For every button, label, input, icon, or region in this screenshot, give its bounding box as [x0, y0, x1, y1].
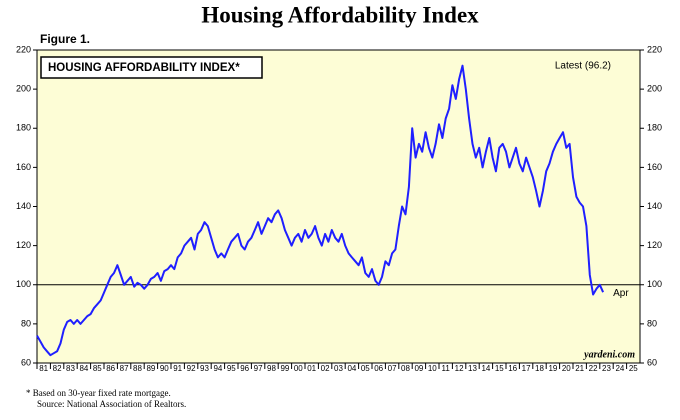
x-tick-label: 06 — [374, 364, 383, 373]
x-tick-label: 81 — [39, 364, 48, 373]
x-tick-label: 86 — [106, 364, 115, 373]
x-tick-label: 14 — [481, 364, 490, 373]
x-tick-label: 20 — [562, 364, 571, 373]
x-tick-label: 21 — [575, 364, 584, 373]
latest-label: Latest (96.2) — [555, 61, 611, 72]
end-annotation: Apr — [613, 288, 629, 299]
x-tick-label: 23 — [602, 364, 611, 373]
x-tick-label: 00 — [294, 364, 303, 373]
y-tick-label: 220 — [647, 44, 662, 54]
x-tick-label: 83 — [66, 364, 75, 373]
x-tick-label: 97 — [254, 364, 263, 373]
x-tick-label: 07 — [388, 364, 397, 373]
x-tick-label: 03 — [334, 364, 343, 373]
x-tick-label: 99 — [280, 364, 289, 373]
legend-label: HOUSING AFFORDABILITY INDEX* — [48, 62, 240, 74]
y-tick-label: 220 — [16, 44, 31, 54]
y-tick-label: 200 — [16, 84, 31, 94]
x-tick-label: 05 — [361, 364, 370, 373]
y-tick-label: 140 — [647, 201, 662, 211]
y-tick-label: 200 — [647, 84, 662, 94]
x-tick-label: 95 — [227, 364, 236, 373]
plot-area — [36, 49, 641, 364]
x-tick-label: 22 — [589, 364, 598, 373]
x-tick-label: 04 — [347, 364, 356, 373]
x-tick-label: 11 — [442, 364, 451, 373]
figure-label: Figure 1. — [40, 32, 90, 46]
x-tick-label: 85 — [93, 364, 102, 373]
watermark: yardeni.com — [583, 349, 635, 360]
x-tick-label: 98 — [267, 364, 276, 373]
x-tick-label: 93 — [200, 364, 209, 373]
y-tick-label: 60 — [647, 357, 657, 367]
x-tick-label: 94 — [213, 364, 222, 373]
x-tick-label: 88 — [133, 364, 142, 373]
x-tick-label: 18 — [535, 364, 544, 373]
x-tick-label: 02 — [321, 364, 330, 373]
y-tick-label: 120 — [16, 240, 31, 250]
x-tick-label: 12 — [455, 364, 464, 373]
footnote: Source: National Association of Realtors… — [37, 399, 186, 409]
x-tick-label: 19 — [548, 364, 557, 373]
x-tick-label: 90 — [160, 364, 169, 373]
x-tick-label: 09 — [414, 364, 423, 373]
x-tick-label: 96 — [240, 364, 249, 373]
y-tick-label: 160 — [16, 162, 31, 172]
y-tick-label: 60 — [21, 357, 31, 367]
y-tick-label: 180 — [647, 123, 662, 133]
y-tick-label: 140 — [16, 201, 31, 211]
x-tick-label: 91 — [173, 364, 182, 373]
x-tick-label: 10 — [428, 364, 437, 373]
x-tick-label: 13 — [468, 364, 477, 373]
x-tick-label: 25 — [629, 364, 638, 373]
x-tick-label: 89 — [146, 364, 155, 373]
footnote: * Based on 30-year fixed rate mortgage. — [26, 388, 171, 398]
y-tick-label: 120 — [647, 240, 662, 250]
data-line — [36, 64, 605, 357]
x-tick-label: 84 — [79, 364, 88, 373]
chart-title: Housing Affordability Index — [201, 2, 479, 27]
x-tick-label: 16 — [508, 364, 517, 373]
x-tick-label: 01 — [307, 364, 316, 373]
x-tick-label: 17 — [522, 364, 531, 373]
x-tick-label: 08 — [401, 364, 410, 373]
y-tick-label: 100 — [647, 279, 662, 289]
x-tick-label: 82 — [53, 364, 62, 373]
y-tick-label: 160 — [647, 162, 662, 172]
y-tick-label: 80 — [21, 318, 31, 328]
x-tick-label: 92 — [187, 364, 196, 373]
x-tick-label: 87 — [120, 364, 129, 373]
x-tick-label: 24 — [615, 364, 624, 373]
y-tick-label: 100 — [16, 279, 31, 289]
x-tick-label: 15 — [495, 364, 504, 373]
y-tick-label: 180 — [16, 123, 31, 133]
legend-box — [40, 56, 263, 79]
y-tick-label: 80 — [647, 318, 657, 328]
